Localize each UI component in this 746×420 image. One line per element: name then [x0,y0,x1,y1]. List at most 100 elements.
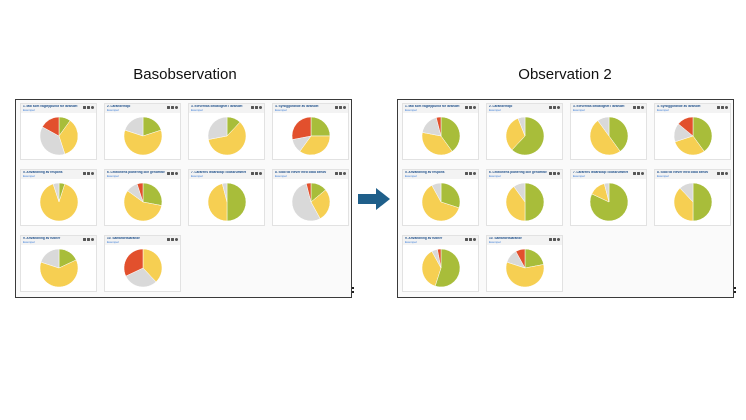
card-title[interactable]: 9. Användning av rutiner [23,237,61,240]
card-title[interactable]: 6. Lektionens planering och genomförande [489,171,547,174]
chart-icon[interactable] [469,238,472,241]
indicator-card[interactable]: 6. Lektionens planering och genomförande… [486,169,563,226]
chart-icon[interactable] [721,172,724,175]
card-title[interactable]: 6. Lektionens planering och genomförande [107,171,165,174]
card-example-link[interactable]: Exempel [489,174,501,178]
indicator-card[interactable]: 3. Elevernas delaktighet i lärandet Exemp… [188,103,265,160]
table-icon[interactable] [335,106,338,109]
chart-icon[interactable] [171,172,174,175]
card-title[interactable]: 4. Synliggörande av lärandet [275,105,319,108]
card-example-link[interactable]: Exempel [489,108,501,112]
indicator-card[interactable]: 8. Stöd till elever med olika behov Exemp… [654,169,731,226]
card-title[interactable]: 7. Lärarens ledarskap i klassrummet [191,171,247,174]
table-icon[interactable] [633,172,636,175]
chart-icon[interactable] [87,238,90,241]
chart-icon[interactable] [171,238,174,241]
chart-icon[interactable] [87,106,90,109]
card-example-link[interactable]: Exempel [405,240,417,244]
indicator-card[interactable]: 2. Lärandemiljö Exempel [104,103,181,160]
table-icon[interactable] [83,172,86,175]
indicator-card[interactable]: 3. Elevernas delaktighet i lärandet Exemp… [570,103,647,160]
indicator-card[interactable]: 10. Samarbetslärande Exempel [104,235,181,292]
table-icon[interactable] [83,106,86,109]
card-title[interactable]: 2. Lärandemiljö [107,105,131,108]
settings-icon[interactable] [473,106,476,109]
chart-icon[interactable] [87,172,90,175]
settings-icon[interactable] [175,106,178,109]
table-icon[interactable] [549,238,552,241]
indicator-card[interactable]: 9. Användning av rutiner Exempel [402,235,479,292]
card-example-link[interactable]: Exempel [107,108,119,112]
card-example-link[interactable]: Exempel [275,174,287,178]
table-icon[interactable] [251,172,254,175]
chart-icon[interactable] [469,172,472,175]
card-example-link[interactable]: Exempel [275,108,287,112]
card-example-link[interactable]: Exempel [107,240,119,244]
chart-icon[interactable] [469,106,472,109]
card-example-link[interactable]: Exempel [405,108,417,112]
table-icon[interactable] [465,106,468,109]
card-example-link[interactable]: Exempel [573,108,585,112]
card-example-link[interactable]: Exempel [489,240,501,244]
table-icon[interactable] [167,106,170,109]
chart-icon[interactable] [255,106,258,109]
card-title[interactable]: 1. Mål som vägleppunkt för lärandet [405,105,460,108]
indicator-card[interactable]: 1. Mål som vägleppunkt för lärandet Exemp… [402,103,479,160]
settings-icon[interactable] [641,172,644,175]
card-example-link[interactable]: Exempel [657,108,669,112]
card-title[interactable]: 2. Lärandemiljö [489,105,513,108]
indicator-card[interactable]: 5. Användning av respons Exempel [20,169,97,226]
table-icon[interactable] [717,172,720,175]
settings-icon[interactable] [557,172,560,175]
indicator-card[interactable]: 7. Lärarens ledarskap i klassrummet Exemp… [188,169,265,226]
card-title[interactable]: 9. Användning av rutiner [405,237,443,240]
card-example-link[interactable]: Exempel [23,240,35,244]
settings-icon[interactable] [343,172,346,175]
card-title[interactable]: 1. Mål som vägleppunkt för lärandet [23,105,78,108]
card-example-link[interactable]: Exempel [405,174,417,178]
table-icon[interactable] [549,172,552,175]
settings-icon[interactable] [641,106,644,109]
card-title[interactable]: 4. Synliggörande av lärandet [657,105,701,108]
chart-icon[interactable] [171,106,174,109]
settings-icon[interactable] [473,172,476,175]
table-icon[interactable] [251,106,254,109]
settings-icon[interactable] [725,172,728,175]
chart-icon[interactable] [553,238,556,241]
settings-icon[interactable] [259,106,262,109]
settings-icon[interactable] [91,172,94,175]
card-example-link[interactable]: Exempel [107,174,119,178]
chart-icon[interactable] [339,172,342,175]
table-icon[interactable] [335,172,338,175]
table-icon[interactable] [83,238,86,241]
settings-icon[interactable] [473,238,476,241]
chart-icon[interactable] [255,172,258,175]
card-title[interactable]: 7. Lärarens ledarskap i klassrummet [573,171,629,174]
indicator-card[interactable]: 8. Stöd till elever med olika behov Exemp… [272,169,349,226]
chart-icon[interactable] [637,172,640,175]
indicator-card[interactable]: 4. Synliggörande av lärandet Exempel [654,103,731,160]
chart-icon[interactable] [339,106,342,109]
table-icon[interactable] [167,172,170,175]
card-title[interactable]: 3. Elevernas delaktighet i lärandet [191,105,243,108]
card-example-link[interactable]: Exempel [191,108,203,112]
card-example-link[interactable]: Exempel [23,174,35,178]
chart-icon[interactable] [553,106,556,109]
indicator-card[interactable]: 9. Användning av rutiner Exempel [20,235,97,292]
table-icon[interactable] [465,238,468,241]
settings-icon[interactable] [175,238,178,241]
settings-icon[interactable] [91,106,94,109]
table-icon[interactable] [167,238,170,241]
table-icon[interactable] [465,172,468,175]
card-title[interactable]: 10. Samarbetslärande [489,237,522,240]
settings-icon[interactable] [557,238,560,241]
card-title[interactable]: 8. Stöd till elever med olika behov [275,171,327,174]
settings-icon[interactable] [175,172,178,175]
chart-icon[interactable] [553,172,556,175]
card-example-link[interactable]: Exempel [191,174,203,178]
chart-icon[interactable] [721,106,724,109]
table-icon[interactable] [633,106,636,109]
card-title[interactable]: 10. Samarbetslärande [107,237,140,240]
settings-icon[interactable] [91,238,94,241]
card-example-link[interactable]: Exempel [657,174,669,178]
